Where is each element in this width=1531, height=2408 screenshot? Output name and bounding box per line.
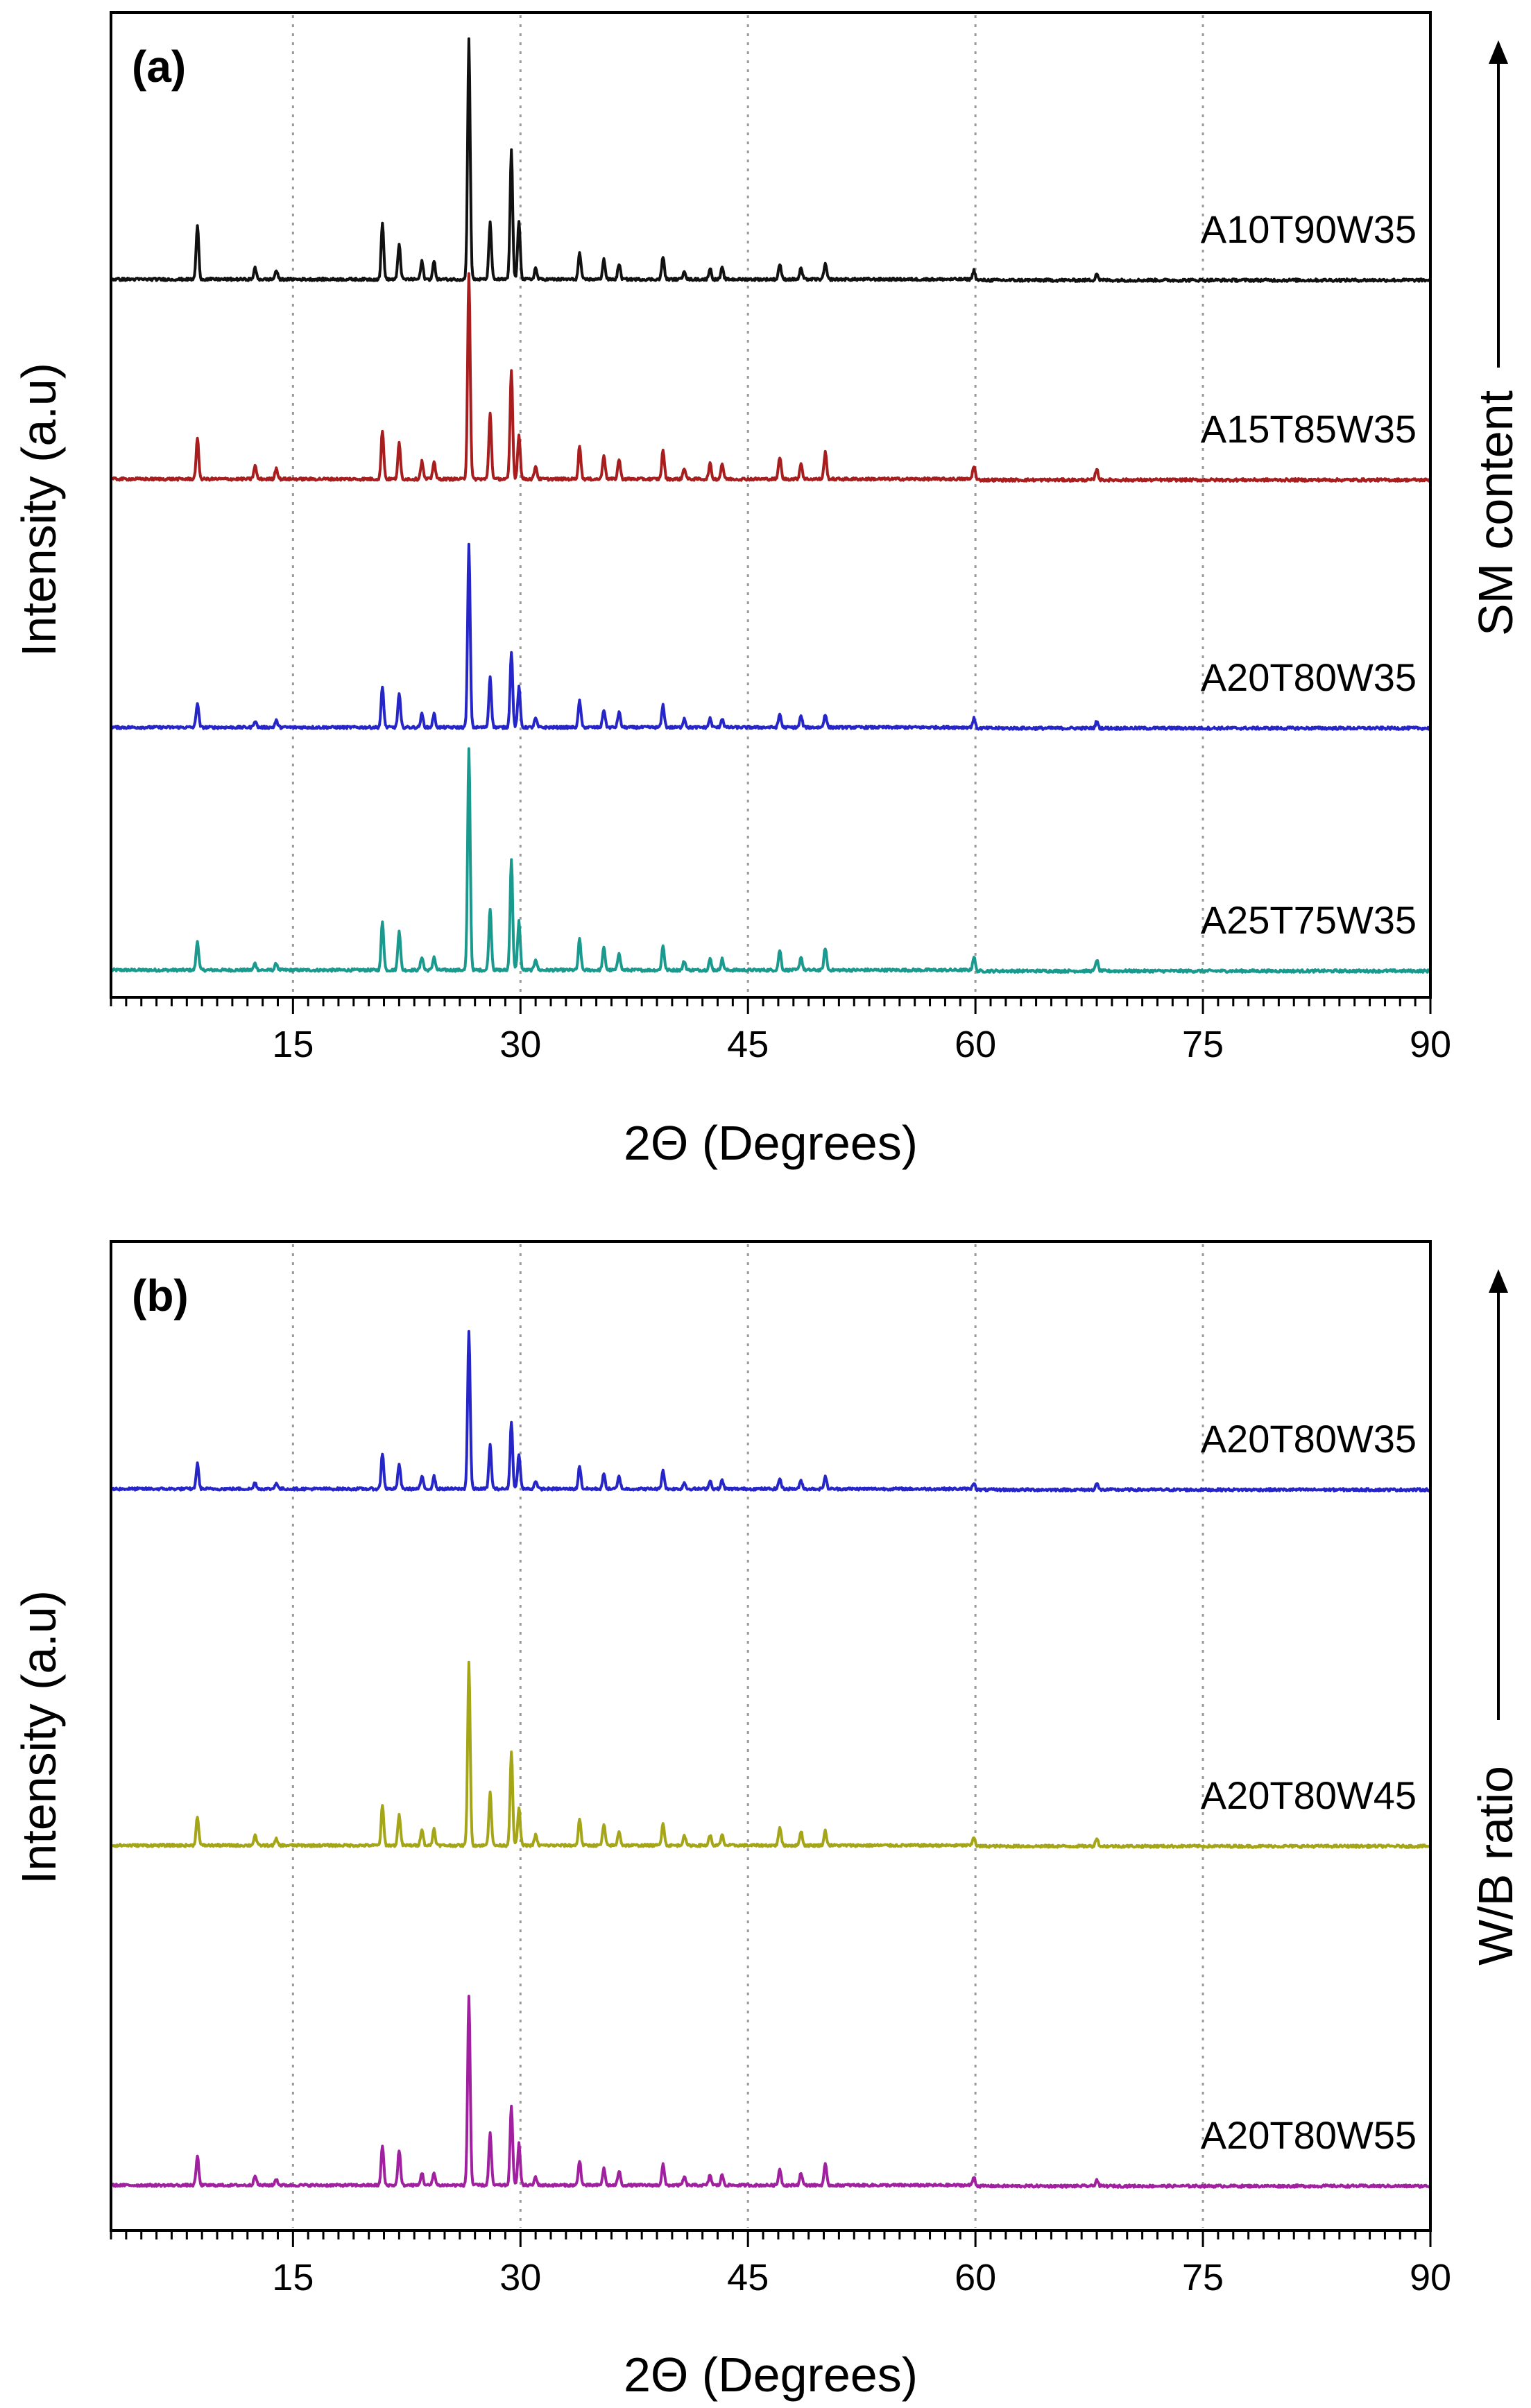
up-arrow-icon	[1489, 1269, 1508, 1293]
series-label: A20T80W35	[1201, 1417, 1417, 1461]
x-tick-label: 90	[1410, 1024, 1451, 1065]
y-axis-title: Intensity (a.u)	[12, 1590, 66, 1884]
x-axis-title: 2Θ (Degrees)	[624, 2348, 918, 2402]
series-label: A25T75W35	[1201, 898, 1417, 942]
series-line-A15T85W35	[110, 272, 1431, 483]
x-tick-label: 30	[499, 1024, 541, 1065]
x-tick-label: 15	[272, 1024, 314, 1065]
series-line-A20T80W35	[110, 1330, 1431, 1493]
x-tick-label: 75	[1182, 1024, 1224, 1065]
series-label: A20T80W45	[1201, 1773, 1417, 1817]
side-label: SM content	[1469, 390, 1523, 636]
series-line-A25T75W35	[110, 747, 1430, 974]
panel-label: (b)	[132, 1271, 189, 1321]
plot-frame	[110, 1240, 1432, 2232]
series-line-A20T80W55	[110, 1995, 1431, 2189]
plot-frame	[110, 11, 1432, 999]
side-label: W/B ratio	[1469, 1766, 1523, 1966]
series-line-A10T90W35	[110, 37, 1431, 283]
x-tick-label: 60	[955, 2257, 996, 2298]
series-label: A10T90W35	[1201, 207, 1417, 251]
x-axis-title: 2Θ (Degrees)	[624, 1116, 918, 1170]
x-tick-label: 30	[499, 2257, 541, 2298]
x-tick-label: 45	[727, 1024, 769, 1065]
series-label: A20T80W35	[1201, 655, 1417, 699]
y-axis-title: Intensity (a.u)	[12, 363, 66, 657]
series-label: A15T85W35	[1201, 407, 1417, 451]
x-tick-label: 75	[1182, 2257, 1224, 2298]
x-tick-label: 60	[955, 1024, 996, 1065]
series-line-A20T80W35	[111, 542, 1431, 731]
x-tick-label: 15	[272, 2257, 314, 2298]
up-arrow-icon	[1489, 40, 1508, 64]
x-tick-label: 90	[1410, 2257, 1451, 2298]
panel-label: (a)	[132, 42, 186, 92]
series-label: A20T80W55	[1201, 2113, 1417, 2157]
panel-b: A20T80W55 A20T80W45 A20T80W35 15 30 45 60 75 90 2…	[12, 1240, 1523, 2402]
x-tick-label: 45	[727, 2257, 769, 2298]
panel-a: A25T75W35 A20T80W35 A15T85W35 A10T90W35 15 30…	[12, 11, 1523, 1170]
series-line-A20T80W45	[111, 1660, 1431, 1849]
